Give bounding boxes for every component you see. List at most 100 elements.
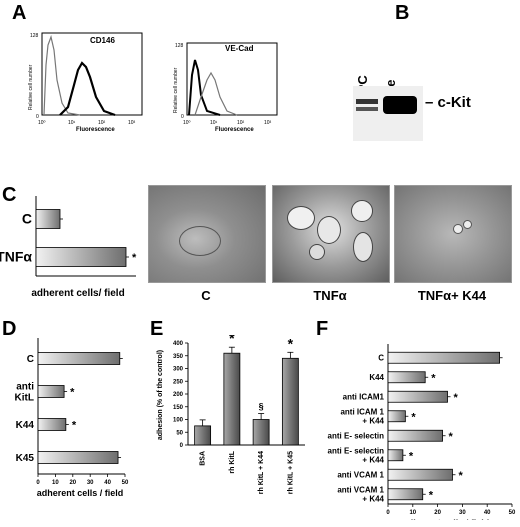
band-label-text: c-Kit xyxy=(437,94,471,111)
category-label: + K44 xyxy=(362,455,384,464)
adherent-cell xyxy=(351,200,373,222)
cell-outline xyxy=(179,226,221,256)
panel-label-a: A xyxy=(12,2,27,24)
x-tick-label: rh KitL + K44 xyxy=(258,451,265,494)
category-label: anti E- selectin xyxy=(328,446,385,455)
x-tick-label: 50 xyxy=(509,510,516,516)
band-label: – c-Kit xyxy=(425,94,471,111)
category-label: K44 xyxy=(16,420,35,431)
x-tick-label: 10² xyxy=(237,120,245,126)
x-tick-label: 10² xyxy=(98,120,106,126)
flow-histogram-cd146: CD146 128 0 Relative cell number 10⁰ 10¹… xyxy=(28,32,143,133)
x-axis-label: adherent cells / field xyxy=(403,518,490,520)
x-axis-label: Fluorescence xyxy=(76,127,115,133)
bar xyxy=(387,468,453,481)
significance-marker: * xyxy=(288,335,294,351)
y-tick-label: 250 xyxy=(173,379,184,385)
x-tick-label: 40 xyxy=(104,480,111,486)
x-tick-label: BSA xyxy=(200,451,207,466)
panel-label-b: B xyxy=(395,2,410,24)
category-label: anti VCAM 1 xyxy=(337,470,384,479)
x-tick-label: 10⁰ xyxy=(183,120,191,126)
x-tick-label: 30 xyxy=(87,480,94,486)
bar xyxy=(223,352,241,446)
adherent-cell xyxy=(309,244,325,260)
significance-marker: * xyxy=(458,470,463,482)
x-tick-label: 30 xyxy=(459,510,466,516)
category-label: TNFα xyxy=(0,249,32,265)
adherent-cell xyxy=(353,232,373,262)
category-label: anti E- selectin xyxy=(328,431,385,440)
category-label: anti VCAM 1 xyxy=(337,485,384,494)
chart-adhesion-tnf: C TNFα * adherent cells/ field xyxy=(0,196,137,299)
x-tick-label: 10¹ xyxy=(210,120,218,126)
category-label: anti ICAM 1 xyxy=(340,407,384,416)
bar xyxy=(35,247,127,267)
y-tick-label: 200 xyxy=(173,392,184,398)
panel-label-d: D xyxy=(2,318,17,340)
band-epc-lower xyxy=(356,107,378,111)
significance-marker: § xyxy=(259,402,264,412)
bar xyxy=(281,357,299,446)
x-tick-label: 10 xyxy=(52,480,59,486)
band-epc-upper xyxy=(356,99,378,104)
x-tick-label: 20 xyxy=(434,510,441,516)
category-label: KitL xyxy=(15,392,34,403)
bar xyxy=(387,429,443,442)
bar xyxy=(37,385,65,398)
bar xyxy=(387,371,426,384)
isotype-control-curve xyxy=(188,59,221,116)
micrograph-control xyxy=(148,185,266,283)
x-tick-label: 0 xyxy=(36,480,40,486)
x-axis-label: Fluorescence xyxy=(215,127,254,133)
caption-tnf: TNFα xyxy=(313,288,347,303)
panel-label-c: C xyxy=(2,184,17,206)
category-label: C xyxy=(22,211,32,227)
bar xyxy=(387,449,404,462)
plot-frame xyxy=(41,32,143,116)
chart-adhesion-rh-kitl: 0 50 100 150 200 250 300 350 400 adhesion (% of t… xyxy=(157,335,305,494)
bar xyxy=(194,425,212,446)
adherent-cell xyxy=(317,216,341,244)
significance-marker: * xyxy=(72,420,77,432)
histogram-title: CD146 xyxy=(90,36,115,45)
blot-image xyxy=(353,86,423,141)
bar xyxy=(387,410,406,423)
bar xyxy=(252,419,270,446)
y-max-label: 128 xyxy=(30,33,39,39)
significance-marker: * xyxy=(132,252,137,264)
bar xyxy=(37,451,119,464)
y-tick-label: 400 xyxy=(173,341,184,347)
band-m07e xyxy=(383,96,417,114)
y-axis-label: Relative cell number xyxy=(28,64,34,110)
panel-label-e: E xyxy=(150,318,164,340)
y-max-label: 128 xyxy=(175,43,184,49)
y-tick-label: 300 xyxy=(173,367,184,373)
significance-marker: * xyxy=(449,431,454,443)
x-axis-label: adherent cells / field xyxy=(37,488,124,498)
histogram-title: VE-Cad xyxy=(225,44,254,53)
x-tick-label: 20 xyxy=(69,480,76,486)
category-label: C xyxy=(27,354,34,365)
x-tick-label: 40 xyxy=(484,510,491,516)
flow-histogram-vecad: VE-Cad 128 0 Relative cell number 10⁰ 10… xyxy=(173,42,278,133)
bar xyxy=(387,351,500,364)
significance-marker: * xyxy=(229,335,235,346)
category-label: K45 xyxy=(16,453,35,464)
y-tick-label: 50 xyxy=(176,430,183,436)
marker-curve xyxy=(194,71,238,116)
micrograph-tnf xyxy=(272,185,390,283)
y-tick-label: 0 xyxy=(180,443,184,449)
adherent-cell xyxy=(287,206,315,230)
y-zero-label: 0 xyxy=(36,114,39,120)
y-tick-label: 100 xyxy=(173,418,184,424)
significance-marker: * xyxy=(409,450,414,462)
marker-curve xyxy=(59,61,116,117)
significance-marker: * xyxy=(429,489,434,501)
panel-label-f: F xyxy=(316,318,329,340)
micrograph-tnf-k44 xyxy=(394,185,512,283)
x-tick-label: 10¹ xyxy=(68,120,76,126)
x-axis-label: adherent cells/ field xyxy=(31,288,124,299)
bar xyxy=(387,488,424,501)
